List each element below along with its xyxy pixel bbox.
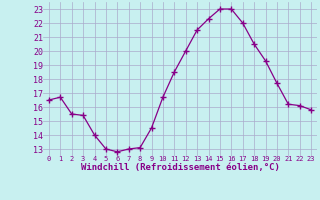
X-axis label: Windchill (Refroidissement éolien,°C): Windchill (Refroidissement éolien,°C) <box>81 163 279 172</box>
